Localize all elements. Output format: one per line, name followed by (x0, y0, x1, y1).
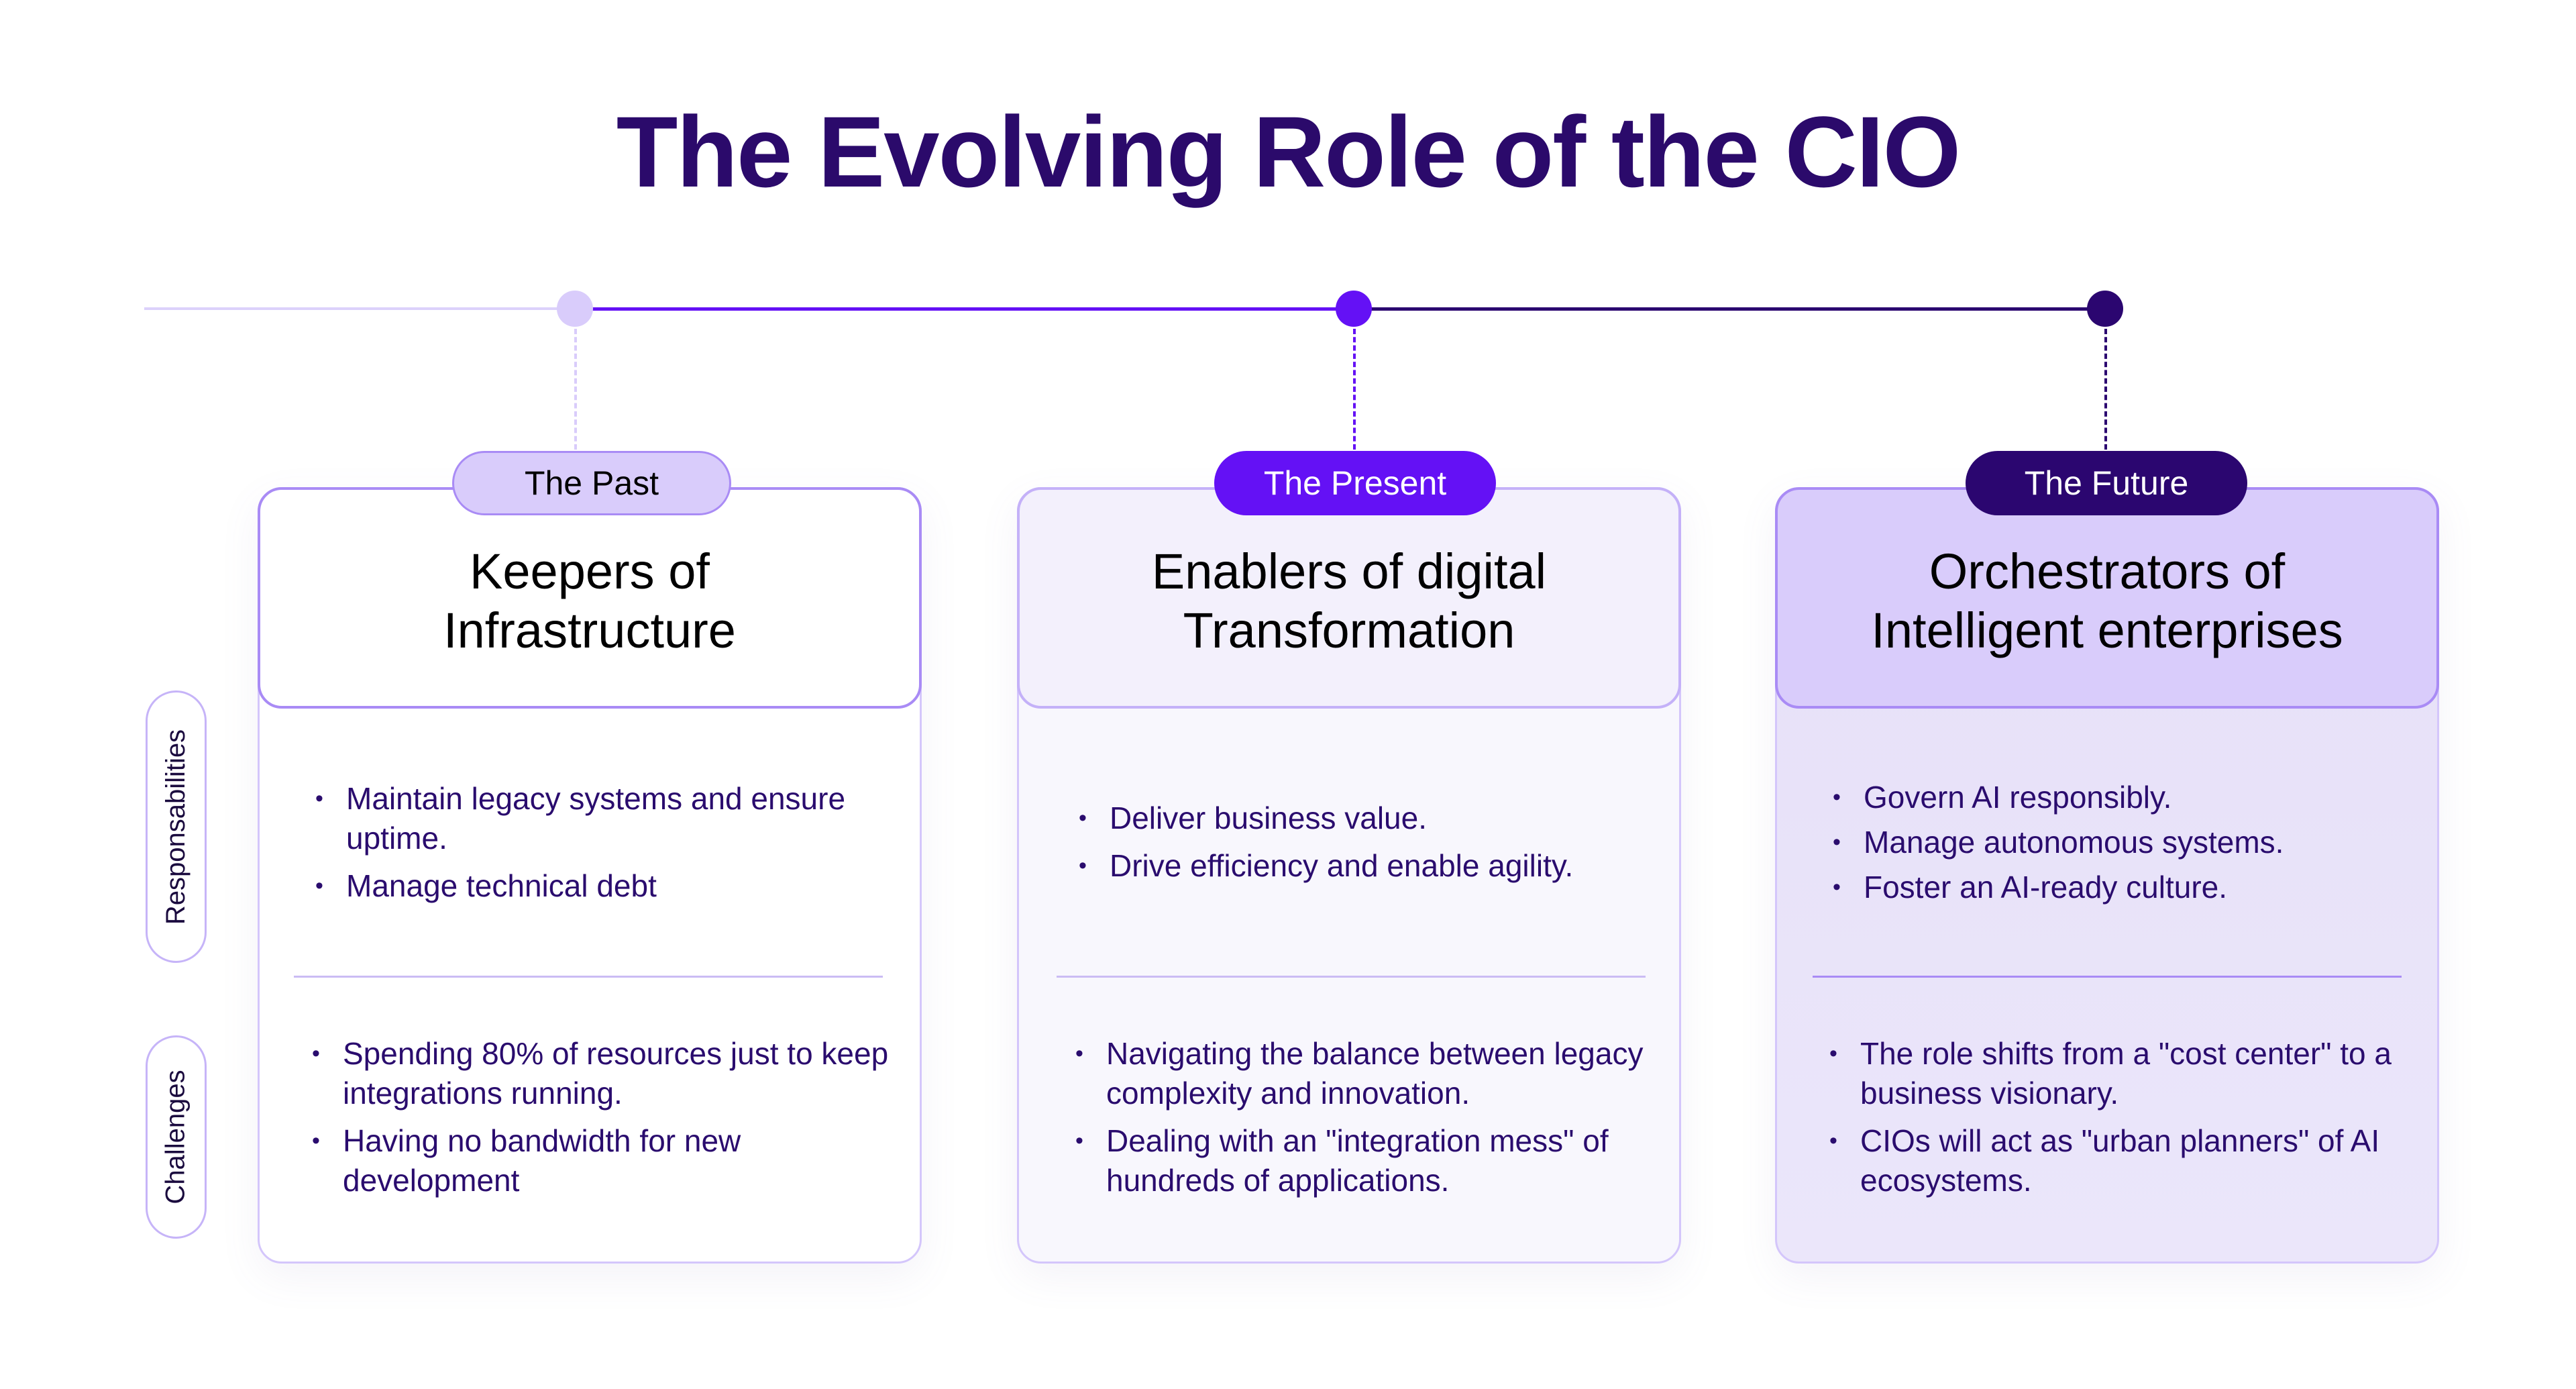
heading-line: Transformation (1183, 603, 1515, 658)
heading-line: Keepers of (470, 544, 710, 599)
future-challenges: The role shifts from a "cost center" to … (1829, 980, 2420, 1255)
bullet-item: Maintain legacy systems and ensure uptim… (315, 779, 906, 858)
bullet-item: Manage technical debt (315, 866, 906, 906)
era-pill-past: The Past (452, 451, 731, 515)
heading-line: Infrastructure (443, 603, 736, 658)
connector-future (2104, 329, 2107, 450)
row-label-text: Challenges (161, 1070, 191, 1204)
bullet-item: Deliver business value. (1079, 799, 1669, 838)
present-challenges: Navigating the balance between legacy co… (1075, 980, 1666, 1255)
bullet-item: CIOs will act as "urban planners" of AI … (1829, 1121, 2420, 1200)
past-challenges: Spending 80% of resources just to keep i… (312, 980, 902, 1255)
timeline-line-present (575, 307, 1353, 311)
future-responsibilities: Govern AI responsibly. Manage autonomous… (1833, 711, 2423, 973)
divider (1057, 976, 1646, 978)
bullet-item: Dealing with an "integration mess" of hu… (1075, 1121, 1666, 1200)
card-past-heading: Keepers of Infrastructure (258, 487, 922, 709)
card-present-heading: Enablers of digital Transformation (1017, 487, 1681, 709)
timeline-dot-future (2087, 291, 2123, 327)
timeline-dot-past (557, 291, 593, 327)
row-label-text: Responsabilities (161, 729, 191, 925)
era-pill-future: The Future (1966, 451, 2247, 515)
bullet-item: Spending 80% of resources just to keep i… (312, 1034, 902, 1113)
bullet-item: Govern AI responsibly. (1833, 778, 2423, 817)
bullet-item: Navigating the balance between legacy co… (1075, 1034, 1666, 1113)
page-title: The Evolving Role of the CIO (616, 95, 1961, 208)
bullet-item: Foster an AI-ready culture. (1833, 868, 2423, 907)
divider (294, 976, 883, 978)
heading-line: Intelligent enterprises (1871, 603, 2343, 658)
timeline-line-past (144, 307, 574, 310)
bullet-item: Drive efficiency and enable agility. (1079, 846, 1669, 886)
bullet-item: Manage autonomous systems. (1833, 823, 2423, 862)
connector-present (1353, 329, 1356, 450)
bullet-item: The role shifts from a "cost center" to … (1829, 1034, 2420, 1113)
era-pill-present: The Present (1214, 451, 1496, 515)
connector-past (574, 329, 577, 450)
heading-line: Enablers of digital (1151, 544, 1547, 599)
past-responsibilities: Maintain legacy systems and ensure uptim… (315, 711, 906, 973)
card-future-heading: Orchestrators of Intelligent enterprises (1775, 487, 2439, 709)
row-label-responsibilities: Responsabilities (146, 690, 207, 963)
heading-line: Orchestrators of (1929, 544, 2286, 599)
present-responsibilities: Deliver business value. Drive efficiency… (1079, 711, 1669, 973)
row-label-challenges: Challenges (146, 1035, 207, 1239)
timeline-dot-present (1336, 291, 1372, 327)
bullet-item: Having no bandwidth for new development (312, 1121, 902, 1200)
divider (1813, 976, 2402, 978)
timeline-line-future (1354, 307, 2105, 311)
